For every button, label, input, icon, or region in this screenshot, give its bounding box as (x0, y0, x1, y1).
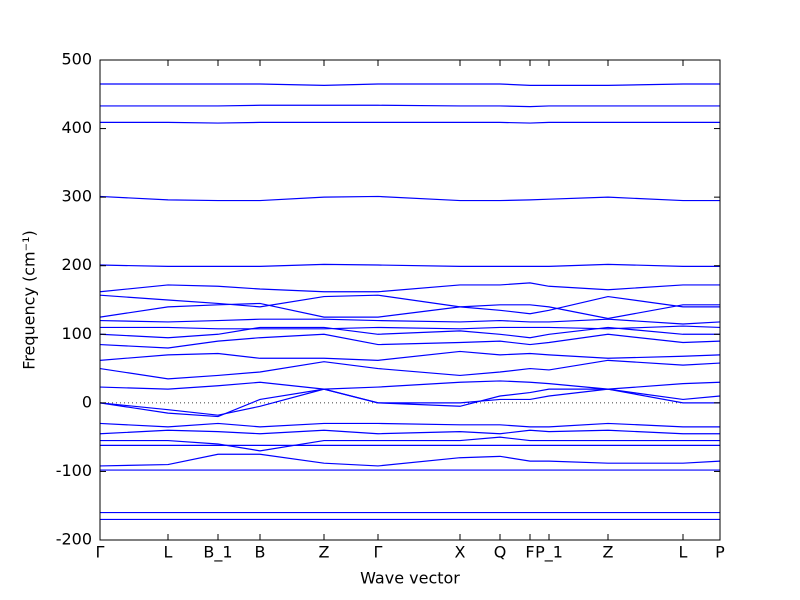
x-tick-label: P_1 (535, 543, 563, 563)
y-tick-label: 0 (82, 392, 92, 411)
band-line (99, 282, 720, 293)
y-tick-label: 100 (61, 324, 92, 343)
band-line (100, 121, 720, 124)
band-line (99, 263, 720, 267)
x-tick-label: B_1 (203, 543, 232, 563)
band-line (99, 318, 721, 325)
y-tick-label: 500 (61, 50, 92, 69)
band-line (100, 325, 721, 330)
x-tick-label: B (255, 543, 266, 562)
x-tick-label: F (525, 543, 534, 562)
band-line (99, 350, 721, 361)
band-line (99, 333, 721, 349)
band-line (100, 104, 720, 108)
band-line (99, 429, 720, 435)
band-line (99, 326, 720, 339)
x-tick-label: Γ (374, 543, 383, 562)
band-line (99, 422, 720, 428)
y-tick-label: 300 (61, 187, 92, 206)
x-tick-label: X (455, 543, 466, 562)
band-line (99, 302, 720, 320)
y-tick-label: -100 (56, 461, 92, 480)
x-tick-label: Q (494, 543, 507, 562)
band-line (100, 436, 720, 452)
x-tick-label: L (164, 543, 173, 562)
y-tick-label: 400 (61, 118, 92, 137)
x-tick-label: Z (319, 543, 330, 562)
plot-frame (99, 59, 721, 541)
x-tick-label: L (679, 543, 688, 562)
band-line (99, 195, 720, 202)
band-line (100, 83, 720, 86)
band-line (99, 388, 720, 416)
x-tick-label: P (715, 543, 725, 562)
x-tick-label: Z (603, 543, 614, 562)
x-axis-label: Wave vector (360, 569, 460, 588)
x-tick-label: Γ (96, 543, 105, 562)
y-axis-label: Frequency (cm⁻¹) (20, 230, 39, 369)
band-line (99, 359, 721, 380)
y-tick-label: -200 (56, 530, 92, 549)
band-line (99, 453, 721, 467)
y-tick-label: 200 (61, 255, 92, 274)
